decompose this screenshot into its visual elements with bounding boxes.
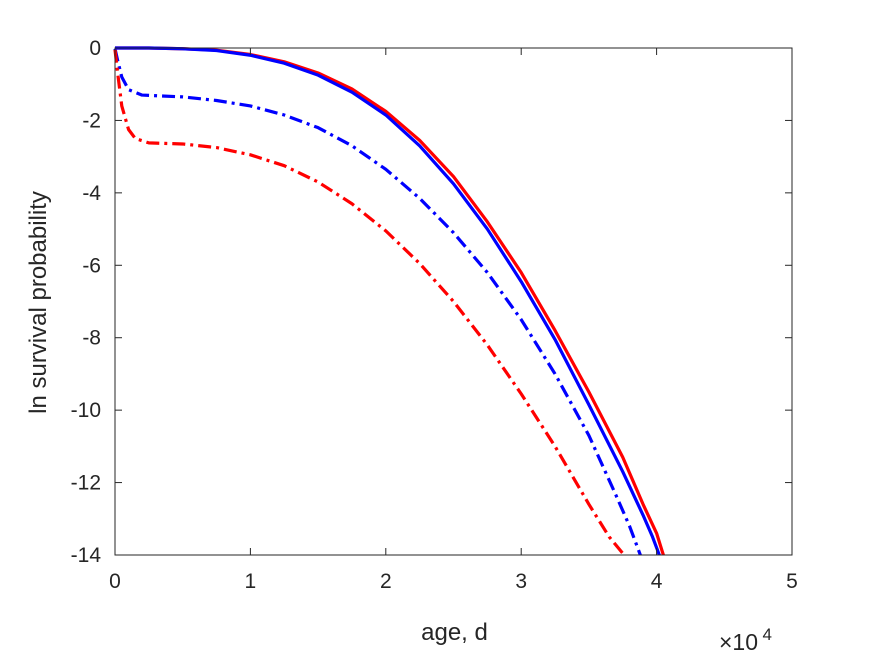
- y-tick-label-2: -4: [82, 182, 101, 205]
- tick-layer: 0 1 2 3 4 5 0 -2 -4 -6 -8 -10 -12 -14: [71, 37, 798, 593]
- x-axis-label: age, d: [421, 619, 488, 646]
- series-layer: [113, 46, 665, 557]
- x-exponent-power: 4: [762, 625, 771, 644]
- x-tick-label-1: 1: [245, 570, 257, 593]
- y-tick-label-7: -14: [71, 544, 102, 567]
- y-tick-label-1: -2: [82, 109, 101, 132]
- x-tick-label-4: 4: [651, 570, 663, 593]
- plot-area: [115, 48, 792, 555]
- x-tick-label-5: 5: [786, 570, 798, 593]
- plot-frame: [114, 47, 793, 556]
- series-line-4: [113, 49, 626, 557]
- y-tick-label-5: -10: [71, 399, 101, 422]
- y-tick-label-3: -6: [82, 254, 101, 277]
- y-tick-label-4: -8: [82, 327, 101, 350]
- y-tick-label-6: -12: [71, 472, 101, 495]
- x-tick-label-2: 2: [380, 570, 392, 593]
- series-line-2: [115, 46, 661, 556]
- x-axis-exponent: ×10 4: [719, 625, 772, 655]
- x-exponent-base: ×10: [719, 629, 758, 655]
- series-line-3: [113, 48, 642, 556]
- y-tick-label-0: 0: [89, 37, 101, 60]
- y-axis-label: ln survival probability: [25, 191, 52, 414]
- x-tick-label-0: 0: [109, 570, 121, 593]
- x-tick-label-3: 3: [515, 570, 527, 593]
